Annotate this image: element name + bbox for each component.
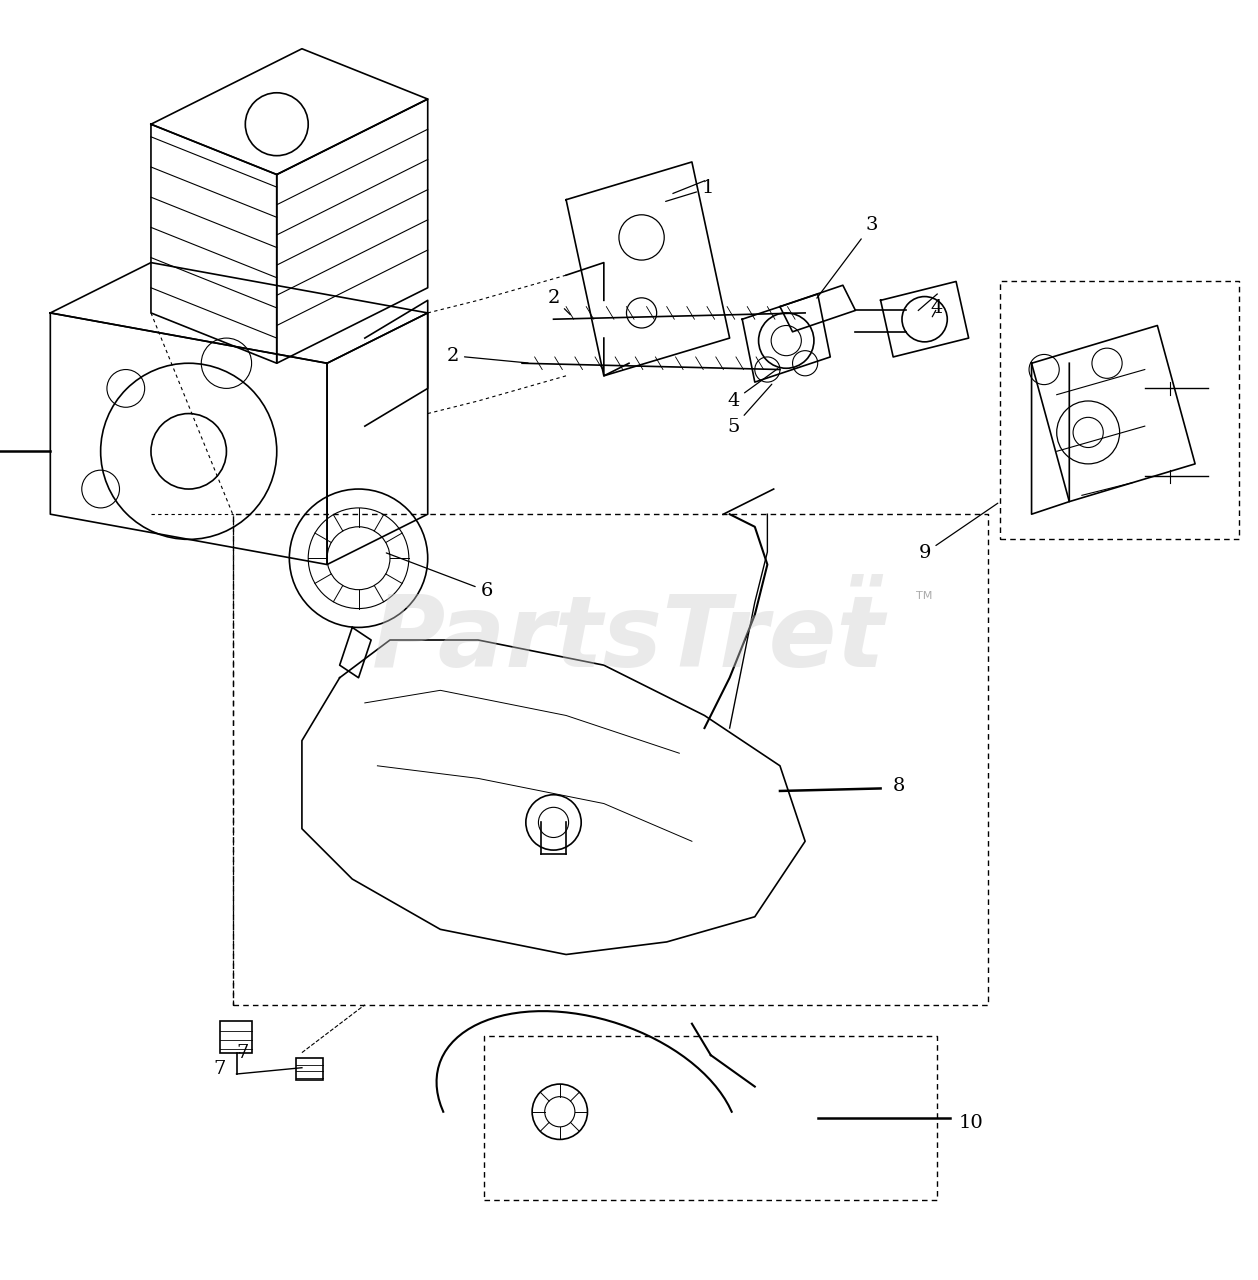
Text: 6: 6 bbox=[386, 553, 493, 600]
Text: 3: 3 bbox=[816, 216, 878, 298]
Text: 4: 4 bbox=[931, 300, 944, 317]
Text: TM: TM bbox=[916, 591, 933, 602]
Text: 1: 1 bbox=[665, 179, 715, 201]
Text: 7: 7 bbox=[237, 1043, 249, 1061]
Text: 8: 8 bbox=[893, 777, 906, 795]
Text: 9: 9 bbox=[918, 503, 998, 562]
Text: PartsTreẗ: PartsTreẗ bbox=[372, 591, 886, 689]
Text: 5: 5 bbox=[727, 384, 772, 436]
Text: 2: 2 bbox=[547, 289, 570, 315]
Text: 4: 4 bbox=[727, 369, 777, 410]
Text: 7: 7 bbox=[214, 1060, 226, 1078]
Text: 10: 10 bbox=[959, 1114, 984, 1132]
Text: 2: 2 bbox=[447, 347, 528, 365]
